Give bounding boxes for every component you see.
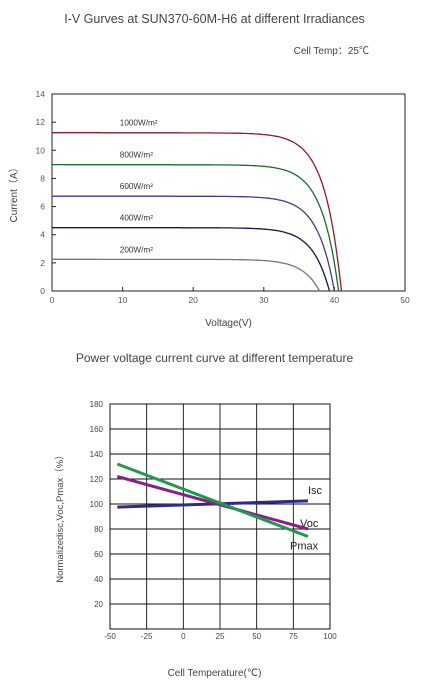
y-tick-label: 100 [90, 500, 104, 509]
x-tick-label: 75 [289, 632, 298, 641]
iv-curve-2 [52, 195, 336, 292]
x-tick-label: 25 [216, 632, 225, 641]
x-tick-label: 40 [330, 295, 340, 305]
y-axis-label: Normalizedisc,Voc,Pmax（%） [54, 450, 66, 583]
y-tick-label: 4 [40, 230, 45, 240]
series-label: 600W/m² [120, 182, 153, 191]
series-label: 1000W/m² [120, 119, 158, 128]
y-tick-label: 10 [36, 145, 46, 155]
series-label-pmax: Pmax [290, 541, 319, 553]
x-tick-label: 100 [323, 632, 337, 641]
chart2-title: Power voltage current curve at different… [75, 351, 354, 365]
y-tick-label: 2 [40, 258, 45, 268]
y-tick-label: 6 [40, 202, 45, 212]
y-tick-label: 160 [90, 425, 104, 434]
y-tick-label: 0 [40, 286, 45, 296]
series-line-voc [116, 475, 309, 531]
iv-curve-4 [52, 258, 321, 292]
series-label: 400W/m² [120, 214, 153, 223]
iv-chart: 0 10 20 30 40 50 0 2 4 6 8 10 12 14 Voltage(V) Current（… [8, 89, 410, 329]
y-tick-label: 60 [94, 550, 103, 559]
x-tick-label: 50 [252, 632, 261, 641]
x-tick-label: -50 [104, 632, 116, 641]
y-tick-label: 140 [90, 450, 104, 459]
y-tick-label: 20 [94, 600, 103, 609]
x-tick-label: 30 [259, 295, 269, 305]
y-tick-label: 12 [36, 117, 46, 127]
chart1-title: I-V Gurves at SUN370-60M-H6 at different… [64, 12, 365, 26]
series-label-isc: Isc [308, 485, 323, 497]
y-tick-label: 180 [90, 400, 104, 409]
series-label: 800W/m² [120, 151, 153, 160]
x-tick-label: -25 [141, 632, 153, 641]
x-tick-label: 10 [118, 295, 128, 305]
series-line-pmax [116, 462, 309, 538]
y-tick-label: 120 [90, 475, 104, 484]
y-tick-label: 8 [40, 173, 45, 183]
x-tick-label: 20 [188, 295, 198, 305]
y-tick-label: 14 [36, 89, 46, 99]
series-label: 200W/m² [120, 245, 153, 254]
x-tick-label: 50 [400, 295, 410, 305]
series-label-voc: Voc [300, 518, 319, 530]
y-tick-label: 40 [94, 575, 103, 584]
plot-frame [51, 93, 406, 292]
y-axis-label: Current（A） [8, 162, 20, 222]
plot-frame [109, 403, 331, 630]
iv-curve-0 [52, 132, 343, 292]
x-axis-label: Voltage(V) [205, 318, 252, 329]
y-tick-label: 80 [94, 525, 103, 534]
chart2-x-axis-label: Cell Temperature(℃) [167, 668, 262, 679]
chart1-subtitle: Cell Temp：25℃ [293, 46, 369, 57]
iv-curve-1 [52, 163, 340, 292]
iv-curve-3 [52, 227, 331, 292]
x-tick-label: 0 [181, 632, 186, 641]
x-tick-label: 0 [50, 295, 55, 305]
